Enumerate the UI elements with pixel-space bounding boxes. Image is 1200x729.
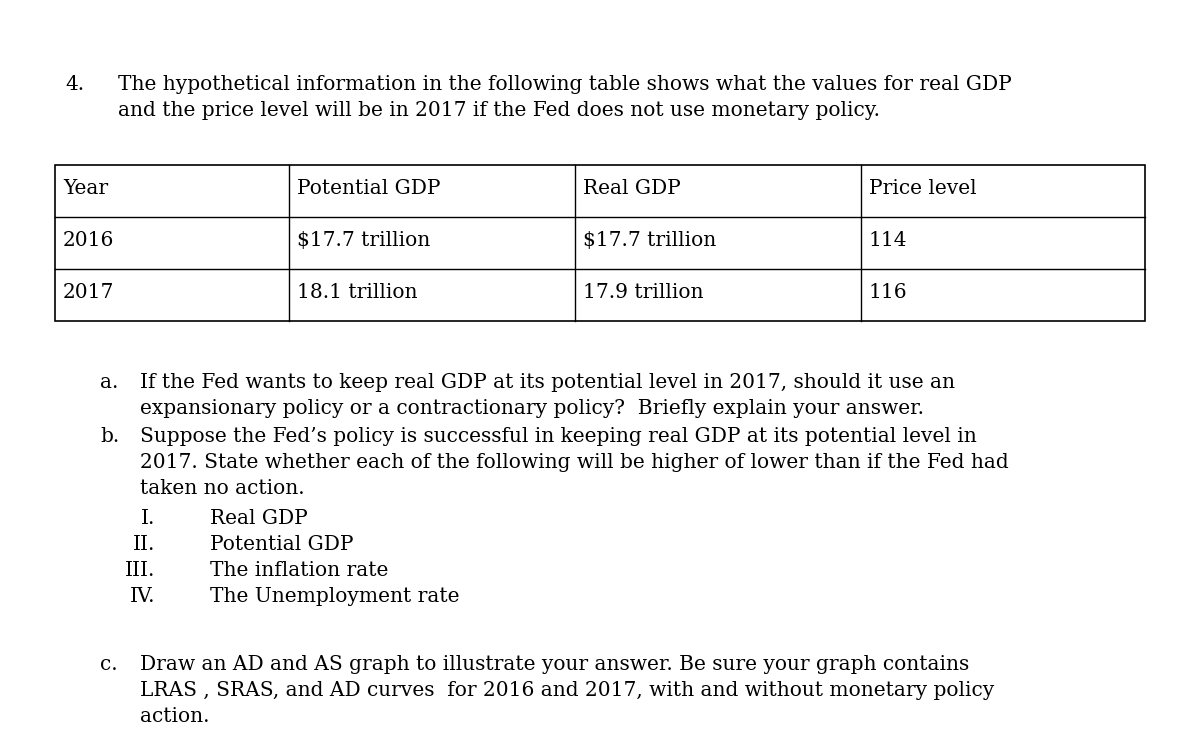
Text: taken no action.: taken no action.	[140, 479, 305, 498]
Text: Price level: Price level	[869, 179, 976, 198]
Text: Suppose the Fed’s policy is successful in keeping real GDP at its potential leve: Suppose the Fed’s policy is successful i…	[140, 427, 977, 446]
Text: 2016: 2016	[64, 231, 114, 250]
Text: Potential GDP: Potential GDP	[298, 179, 440, 198]
Text: If the Fed wants to keep real GDP at its potential level in 2017, should it use : If the Fed wants to keep real GDP at its…	[140, 373, 955, 392]
Text: 17.9 trillion: 17.9 trillion	[583, 283, 703, 302]
Text: a.: a.	[100, 373, 119, 392]
Text: action.: action.	[140, 707, 210, 726]
Text: 2017. State whether each of the following will be higher of lower than if the Fe: 2017. State whether each of the followin…	[140, 453, 1009, 472]
Text: Draw an AD and AS graph to illustrate your answer. Be sure your graph contains: Draw an AD and AS graph to illustrate yo…	[140, 655, 970, 674]
Text: expansionary policy or a contractionary policy?  Briefly explain your answer.: expansionary policy or a contractionary …	[140, 399, 924, 418]
Text: c.: c.	[100, 655, 118, 674]
Text: $17.7 trillion: $17.7 trillion	[298, 231, 431, 250]
Text: b.: b.	[100, 427, 119, 446]
Text: II.: II.	[133, 535, 155, 554]
Text: The hypothetical information in the following table shows what the values for re: The hypothetical information in the foll…	[118, 75, 1012, 94]
Text: IV.: IV.	[130, 587, 155, 606]
Text: Real GDP: Real GDP	[583, 179, 680, 198]
Text: 2017: 2017	[64, 283, 114, 302]
Text: I.: I.	[140, 509, 155, 528]
Text: $17.7 trillion: $17.7 trillion	[583, 231, 716, 250]
Text: 18.1 trillion: 18.1 trillion	[298, 283, 418, 302]
Text: Potential GDP: Potential GDP	[210, 535, 354, 554]
Text: Year: Year	[64, 179, 108, 198]
Text: Real GDP: Real GDP	[210, 509, 307, 528]
Text: and the price level will be in 2017 if the Fed does not use monetary policy.: and the price level will be in 2017 if t…	[118, 101, 880, 120]
Text: 114: 114	[869, 231, 907, 250]
Text: The Unemployment rate: The Unemployment rate	[210, 587, 460, 606]
Text: III.: III.	[125, 561, 155, 580]
Text: 116: 116	[869, 283, 907, 302]
Text: LRAS , SRAS, and AD curves  for 2016 and 2017, with and without monetary policy: LRAS , SRAS, and AD curves for 2016 and …	[140, 681, 995, 700]
Text: The inflation rate: The inflation rate	[210, 561, 389, 580]
Bar	[55, 165, 1145, 321]
Text: 4.: 4.	[65, 75, 84, 94]
